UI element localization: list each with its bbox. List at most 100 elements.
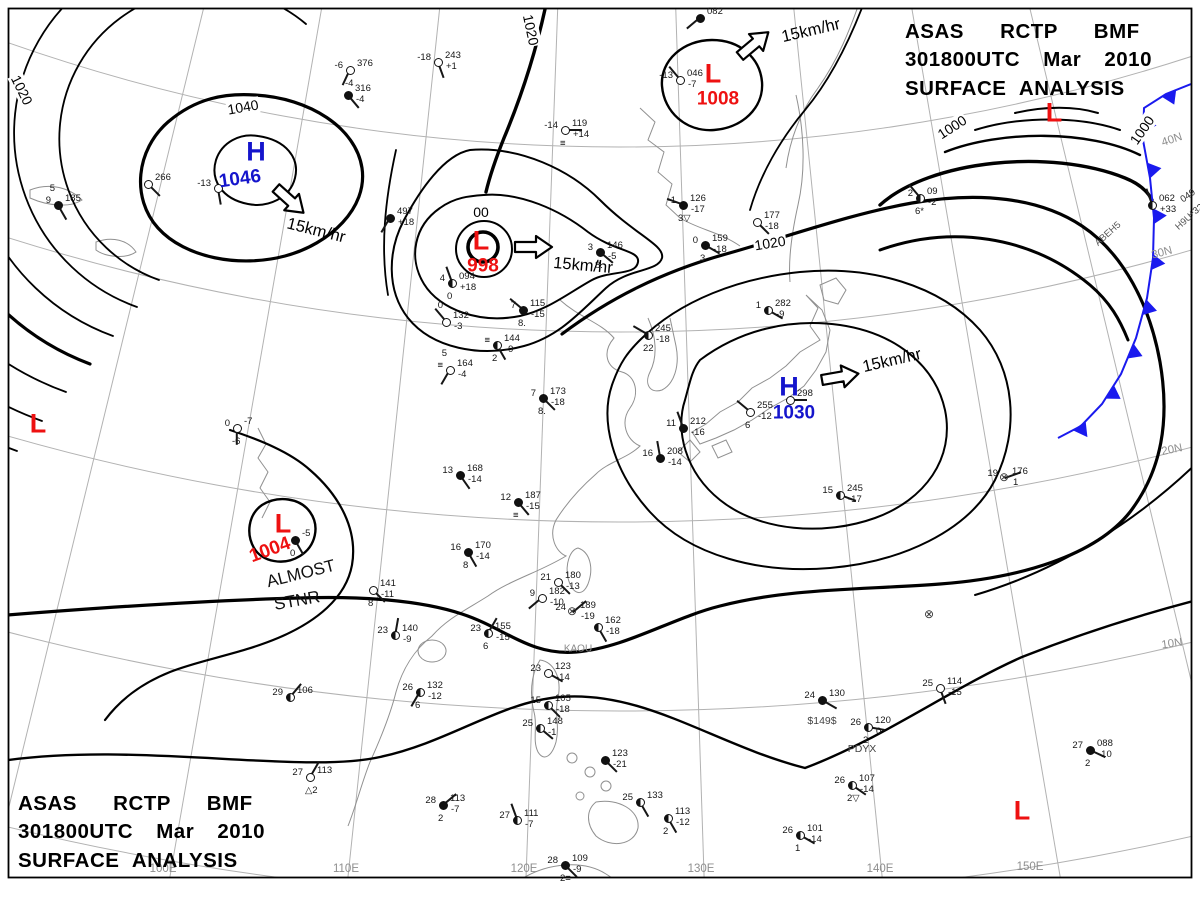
station-value-d: 8.	[538, 406, 546, 417]
cold-front-triangle	[1147, 162, 1162, 179]
station-value-l: 26	[834, 775, 845, 786]
station-symbol	[514, 498, 523, 507]
cold-front-triangle	[1072, 421, 1088, 438]
station-value-r: 208	[667, 446, 683, 457]
title-block-bottom-left: ASAS RCTP BMF 301800UTC Mar 2010 SURFACE A…	[18, 790, 300, 875]
isobar-label: 00	[472, 204, 490, 220]
station-symbol	[1148, 201, 1157, 210]
station-value-b: -21	[613, 759, 627, 770]
longitude-label: 110E	[332, 863, 360, 875]
station-symbol	[764, 306, 773, 315]
station-value-r: 119	[572, 118, 588, 129]
station-symbol	[536, 724, 545, 733]
station-value-b: -14	[476, 551, 490, 562]
station-value-l: 23	[530, 663, 541, 674]
station-value-b: -17	[691, 204, 705, 215]
station-symbol	[539, 394, 548, 403]
station-value-b: -10	[550, 597, 564, 608]
station-symbol: ⊗	[567, 604, 578, 618]
station-value-d: -6	[232, 436, 241, 447]
longitude-label: 150E	[1016, 861, 1044, 873]
station-value-r: 282	[775, 298, 791, 309]
station-value-l: 29	[272, 687, 283, 698]
station-value-d: 8.	[518, 318, 526, 329]
station-value-r: 113	[675, 806, 691, 817]
station-value-r: 243	[445, 50, 461, 61]
station-value-r: 266	[155, 172, 171, 183]
station-value-r: 106	[297, 685, 313, 696]
pressure-center-value: 1008	[696, 88, 740, 110]
station-value-b: -9	[573, 864, 582, 875]
station-value-b: -5	[608, 251, 617, 262]
station-symbol	[561, 126, 570, 135]
wind-barb	[565, 129, 582, 131]
station-value-d: 2▽	[847, 793, 860, 804]
station-value-l: 25	[622, 792, 633, 803]
title-line-3: SURFACE ANALYSIS	[18, 848, 238, 872]
station-value-l: -1	[667, 195, 676, 206]
station-value-l: -13	[197, 178, 211, 189]
station-value-d: ≡	[513, 510, 519, 521]
station-value-r: 170	[475, 540, 491, 551]
station-value-r: 088	[1097, 738, 1113, 749]
station-value-r: 133	[647, 790, 663, 801]
station-value-r: 180	[565, 570, 581, 581]
movement-arrows	[271, 31, 860, 389]
station-symbol	[513, 816, 522, 825]
station-value-d: 2	[1085, 758, 1091, 769]
station-symbol	[679, 201, 688, 210]
station-value-r: 113	[317, 765, 333, 776]
low-pressure-center: L	[704, 58, 722, 89]
station-value-b: -18	[656, 334, 670, 345]
station-value-l: 26	[782, 825, 793, 836]
station-value-b: -4	[356, 94, 365, 105]
station-symbol	[544, 701, 553, 710]
station-value-d: 1	[795, 843, 801, 854]
station-symbol	[753, 218, 762, 227]
station-value-b: -18	[765, 221, 779, 232]
station-symbol	[746, 408, 755, 417]
station-value-l: 21	[540, 572, 551, 583]
station-value-d: △2	[305, 785, 318, 796]
station-value-l: 7	[530, 388, 536, 399]
station-value-b: -17	[848, 494, 862, 505]
station-symbol	[493, 341, 502, 350]
low-pressure-center: L	[29, 408, 47, 439]
station-symbol	[346, 66, 355, 75]
station-value-r: 105	[555, 693, 571, 704]
station-symbol	[538, 594, 547, 603]
station-value-r: 109	[572, 853, 588, 864]
station-symbol	[434, 58, 443, 67]
station-value-r: 114	[947, 676, 963, 687]
movement-arrow	[271, 183, 305, 214]
station-value-b: -18	[556, 704, 570, 715]
station-value-b: -19	[581, 611, 595, 622]
station-value-l: 3	[587, 242, 593, 253]
station-symbol	[344, 91, 353, 100]
station-value-d: 22	[643, 343, 654, 354]
station-value-r: 173	[550, 386, 566, 397]
station-value-b: -15	[531, 309, 545, 320]
cold-front-triangle	[1105, 385, 1121, 399]
station-value-r: 094	[459, 271, 475, 282]
station-value-r: 132	[427, 680, 443, 691]
longitude-label: 140E	[866, 863, 894, 875]
station-value-d: 6	[745, 420, 751, 431]
station-value-d: 2	[438, 813, 444, 824]
station-symbol	[286, 693, 295, 702]
station-value-l: 1	[755, 300, 761, 311]
station-value-b: -15	[948, 687, 962, 698]
station-symbol	[484, 629, 493, 638]
station-value-r: 176	[1012, 466, 1028, 477]
station-value-a: 5	[441, 348, 447, 359]
station-value-r: 123	[555, 661, 571, 672]
station-value-b: -10	[1098, 749, 1112, 760]
high-pressure-center: H	[246, 136, 266, 167]
station-value-b: -9	[776, 309, 785, 320]
station-symbol	[664, 814, 673, 823]
station-value-d: 8	[368, 598, 374, 609]
station-symbol	[601, 756, 610, 765]
cold-front-triangle	[1153, 208, 1167, 225]
